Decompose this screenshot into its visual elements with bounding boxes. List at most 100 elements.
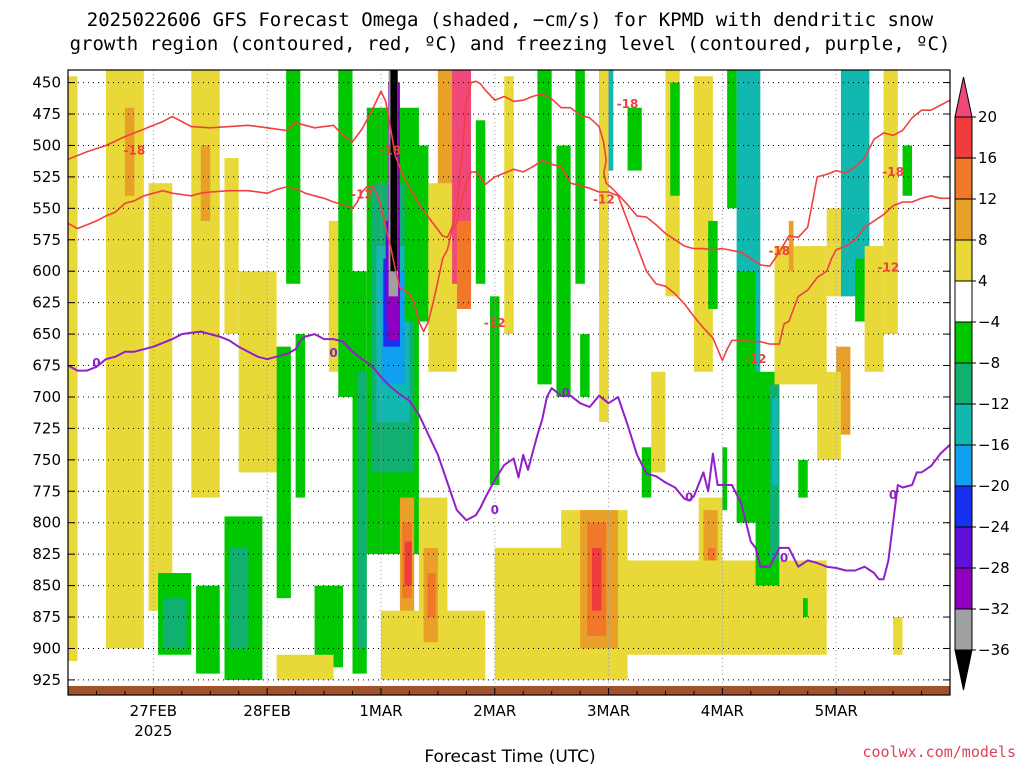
y-tick-label-650: 650: [32, 325, 61, 343]
contour-line--12: [68, 159, 950, 362]
x-tick-label-27FEB: 27FEB: [130, 702, 177, 720]
omega-shading: [68, 70, 913, 680]
colorbar-label-9: −20: [978, 477, 1010, 495]
omega-cell-7: [238, 271, 277, 473]
omega-cell-74: [772, 396, 779, 485]
omega-cell-52: [575, 70, 585, 284]
contour-label-5: -12: [351, 187, 373, 201]
y-tick-label-525: 525: [32, 168, 61, 186]
colorbar-band-5: [954, 321, 973, 364]
omega-cell-12: [229, 547, 249, 649]
contour-label-6: -12: [484, 316, 506, 330]
y-tick-label-800: 800: [32, 514, 61, 532]
colorbar-label-3: 8: [978, 231, 988, 249]
colorbar-label-4: 4: [978, 272, 988, 290]
colorbar-label-10: −24: [978, 518, 1010, 536]
colorbar-band-6: [954, 362, 973, 405]
omega-cell-62: [693, 76, 713, 372]
omega-cell-2: [124, 107, 135, 196]
omega-cell-75: [774, 246, 827, 385]
omega-cell-69: [727, 70, 737, 209]
x-tick-label-5MAR: 5MAR: [815, 702, 858, 720]
contour-label-14: 0: [685, 491, 693, 505]
omega-cell-53: [580, 334, 590, 397]
colorbar-label-12: −32: [978, 600, 1010, 618]
x-axis-ticks: 27FEB 2025 28FEB 1MAR 2MAR 3MAR 4MAR 5MAR: [95, 688, 923, 740]
omega-cell-66: [627, 560, 827, 655]
contour-lines: [68, 80, 950, 581]
omega-cell-81: [855, 258, 865, 322]
y-tick-label-500: 500: [32, 136, 61, 154]
y-tick-label-775: 775: [32, 482, 61, 500]
contour-label-12: 0: [491, 503, 499, 517]
y-tick-label-475: 475: [32, 105, 61, 123]
chart-title-line-2: growth region (contoured, red, ºC) and f…: [70, 33, 951, 55]
contour-label-13: 0: [562, 386, 570, 400]
omega-cell-39: [428, 183, 457, 372]
colorbar-band-10: [954, 526, 973, 569]
x-tick-label-2MAR: 2MAR: [473, 702, 516, 720]
colorbar-band-7: [954, 403, 973, 446]
contour-label-2: -18: [617, 97, 639, 111]
y-tick-label-550: 550: [32, 199, 61, 217]
omega-cell-82: [864, 246, 884, 372]
omega-cell-17: [314, 585, 344, 668]
omega-cell-3: [148, 183, 173, 611]
colorbar-label-11: −28: [978, 559, 1010, 577]
ground-strip: [68, 686, 950, 695]
omega-cell-68: [722, 447, 728, 511]
y-tick-label-675: 675: [32, 357, 61, 375]
colorbar-band-0: [954, 116, 973, 159]
colorbar-bottom-arrow: [954, 649, 973, 691]
y-tick-label-600: 600: [32, 262, 61, 280]
omega-cell-50: [537, 70, 552, 385]
omega-cell-77: [798, 459, 808, 498]
omega-cell-59: [651, 371, 666, 473]
colorbar-top-arrow: [954, 76, 973, 118]
contour-label-16: 0: [889, 488, 897, 502]
plot-frame: [67, 69, 951, 696]
colorbar-label-7: −12: [978, 395, 1010, 413]
y-tick-label-700: 700: [32, 388, 61, 406]
y-axis-ticks: 450 475 500 525 550 575 600 625 650 675 700 725 750 7…: [32, 74, 950, 689]
y-tick-label-900: 900: [32, 639, 61, 657]
contour-label-3: -18: [768, 244, 790, 258]
omega-cell-56: [627, 107, 642, 171]
colorbar-band-8: [954, 444, 973, 487]
credit-link[interactable]: coolwx.com/models: [862, 743, 1016, 761]
omega-cell-18: [338, 70, 353, 397]
omega-cell-76: [788, 220, 794, 272]
contour-label-11: 0: [329, 346, 337, 360]
contour-label-1: -18: [380, 143, 402, 157]
x-tick-label-1MAR: 1MAR: [359, 702, 402, 720]
omega-cell-67: [708, 220, 718, 309]
chart-title-line-1: 2025022606 GFS Forecast Omega (shaded, −…: [87, 9, 934, 31]
colorbar-label-8: −16: [978, 436, 1010, 454]
omega-cell-87: [817, 371, 841, 460]
contour-label-7: -12: [593, 193, 615, 207]
omega-cell-88: [276, 654, 334, 680]
colorbar-band-4: [954, 280, 973, 323]
colorbar-label-5: −4: [978, 313, 1000, 331]
contour-label-9: -12: [878, 260, 900, 274]
omega-cell-78: [803, 598, 808, 618]
omega-cell-42: [475, 120, 486, 284]
x-axis-label: Forecast Time (UTC): [424, 747, 595, 767]
colorbar: 20 16 12 8 4 −4 −8 −12 −16 −20 −24 −28 −32 −36: [954, 76, 1010, 691]
contour-label-4: -18: [882, 165, 904, 179]
colorbar-band-2: [954, 198, 973, 241]
y-tick-label-575: 575: [32, 231, 61, 249]
colorbar-label-1: 16: [978, 149, 997, 167]
omega-cell-57: [599, 70, 609, 423]
y-tick-label-450: 450: [32, 74, 61, 92]
omega-cell-37: [427, 573, 436, 618]
colorbar-label-6: −8: [978, 354, 1000, 372]
colorbar-label-2: 12: [978, 190, 997, 208]
ground-surface: [68, 686, 950, 695]
y-tick-label-925: 925: [32, 671, 61, 689]
plot-border: [67, 69, 951, 696]
colorbar-label-0: 20: [978, 108, 997, 126]
omega-cell-61: [670, 82, 680, 196]
y-tick-label-725: 725: [32, 419, 61, 437]
